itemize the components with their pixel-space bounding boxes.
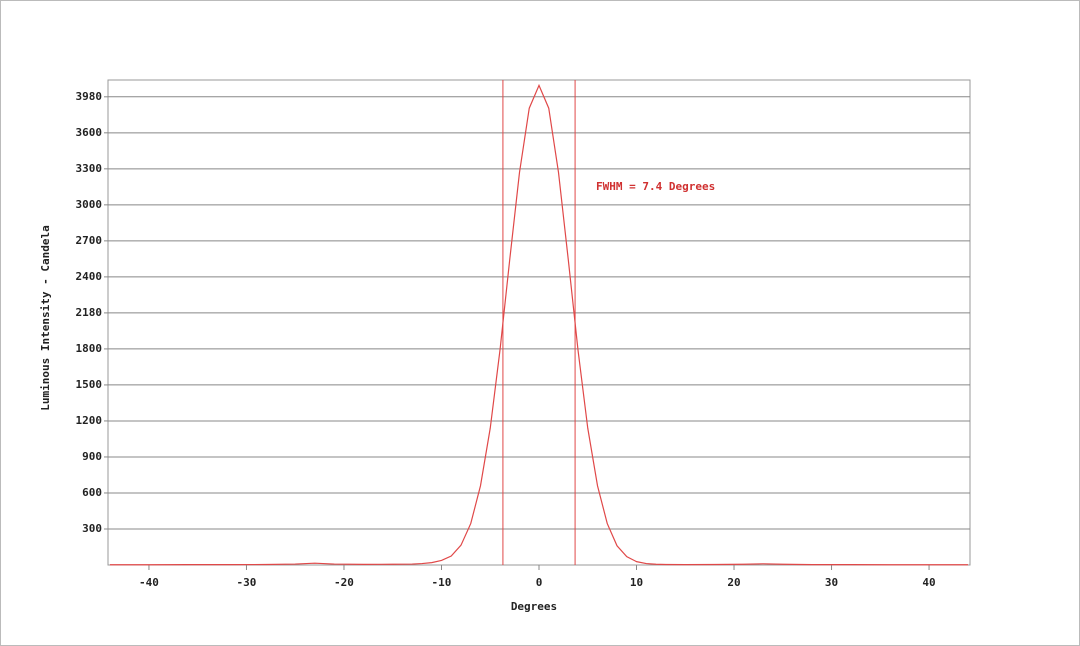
y-tick-label: 1500 <box>76 378 103 391</box>
x-tick-label: 20 <box>727 576 740 589</box>
x-tick-label: 0 <box>536 576 543 589</box>
y-tick-label: 300 <box>82 522 102 535</box>
y-tick-label: 900 <box>82 450 102 463</box>
curve <box>109 83 969 566</box>
y-tick-label: 3000 <box>76 198 103 211</box>
x-tick-label: 30 <box>825 576 838 589</box>
x-tick-label: -40 <box>139 576 159 589</box>
x-tick-label: 10 <box>630 576 643 589</box>
x-tick-label: -20 <box>334 576 354 589</box>
y-axis-label: Luminous Intensity - Candela <box>39 225 52 410</box>
y-tick-label: 3600 <box>76 126 103 139</box>
y-tick-label: 3980 <box>76 90 103 103</box>
x-tick-label: -10 <box>432 576 452 589</box>
y-tick-label: 600 <box>82 486 102 499</box>
y-tick-label: 3300 <box>76 162 103 175</box>
annotation: FWHM = 7.4 Degrees <box>596 180 715 193</box>
x-axis-label: Degrees <box>511 600 557 613</box>
x-tick-label: 40 <box>922 576 935 589</box>
y-tick-label: 1800 <box>76 342 103 355</box>
y-tick-label: 2180 <box>76 306 103 319</box>
y-tick-label: 2400 <box>76 270 103 283</box>
y-tick-label: 2700 <box>76 234 103 247</box>
x-tick-label: -30 <box>237 576 257 589</box>
y-tick-label: 1200 <box>76 414 103 427</box>
